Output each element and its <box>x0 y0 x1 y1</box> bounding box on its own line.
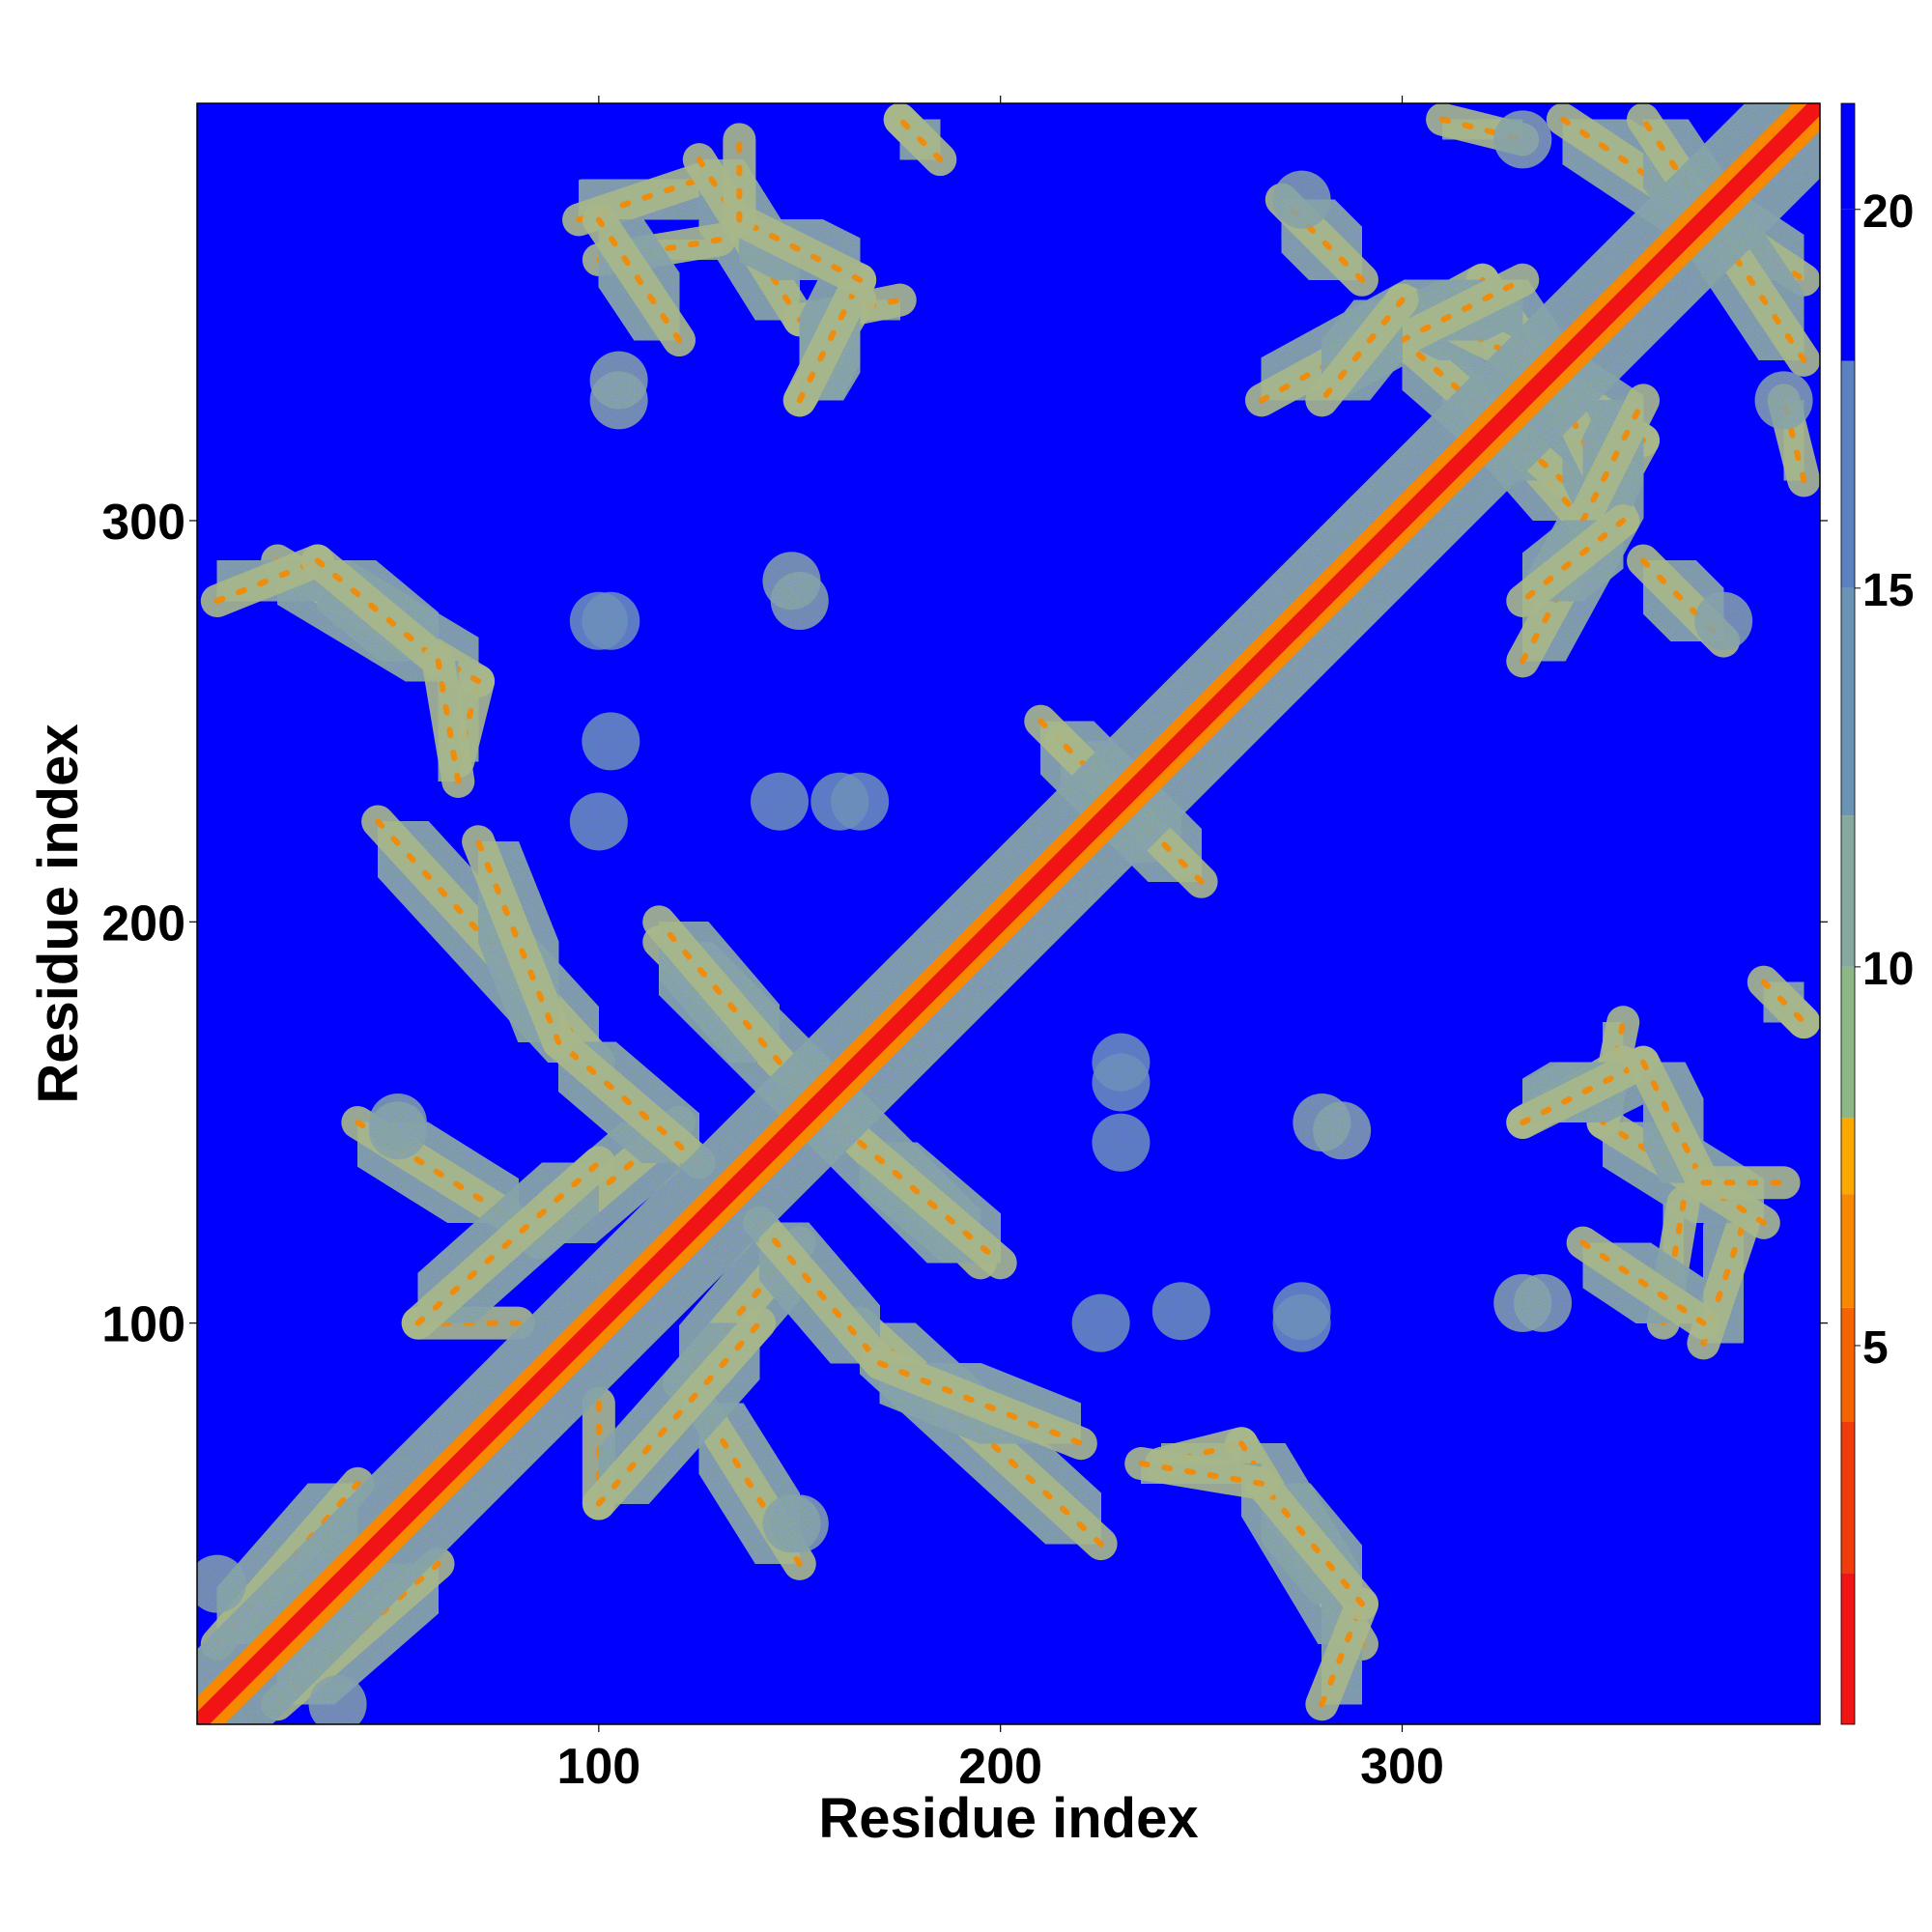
y-tick-label: 100 <box>101 1297 185 1353</box>
contact-patch <box>750 772 809 831</box>
contact-patch <box>1493 110 1552 169</box>
colorbar-segment <box>1841 209 1855 361</box>
x-axis-ticks: 100 200 300 <box>556 96 1444 1795</box>
contact-band-hotspots <box>1319 297 1406 404</box>
contact-patch <box>810 772 869 831</box>
colorbar-tick-label: 10 <box>1862 944 1914 995</box>
contact-band-hotspots <box>595 1320 763 1507</box>
contact-patch <box>1293 1093 1351 1151</box>
x-tick-label: 300 <box>1360 1739 1444 1795</box>
colorbar-segment <box>1841 1421 1855 1574</box>
colorbar-segment <box>1841 966 1855 1119</box>
contact-band-hotspots <box>796 276 864 404</box>
contact-patch <box>582 712 640 771</box>
contact-patch <box>569 792 628 851</box>
contact-band-core <box>462 825 576 1059</box>
contact-patch <box>589 351 648 410</box>
contact-band-hotspots <box>1760 979 1807 1026</box>
heatmap-content <box>197 103 1820 1724</box>
contact-patch <box>1694 591 1753 650</box>
contact-band-hotspots <box>1579 1239 1707 1326</box>
contact-band-hotspots <box>857 1139 1004 1266</box>
contact-band-hotspots <box>1660 1200 1687 1326</box>
contact-band-core <box>863 1347 1097 1461</box>
contact-patch <box>1272 1293 1331 1352</box>
colorbar-tick-label: 20 <box>1862 186 1914 238</box>
contact-band-hotspots <box>736 216 864 283</box>
contact-band-hotspots <box>595 237 723 263</box>
colorbar-segment <box>1841 360 1855 588</box>
contact-band-hotspots <box>314 557 441 665</box>
colorbar-segment <box>1841 587 1855 816</box>
x-axis-title: Residue index <box>818 1787 1198 1850</box>
contact-patches <box>197 110 1813 1724</box>
contact-patch <box>368 1101 427 1160</box>
contact-patch <box>1272 170 1331 229</box>
x-tick-label: 100 <box>556 1739 640 1795</box>
contact-band-hotspots <box>896 116 944 163</box>
contact-patch <box>1514 1273 1573 1332</box>
y-axis-title: Residue index <box>27 724 90 1103</box>
colorbar-frame <box>1840 102 1856 1725</box>
contact-band-hotspots <box>1520 1059 1647 1125</box>
y-tick-label: 200 <box>101 895 185 952</box>
contact-patch <box>197 1554 246 1613</box>
contact-patch <box>569 591 628 650</box>
colorbar-segment <box>1841 815 1855 967</box>
contact-band-hotspots <box>1640 1059 1707 1186</box>
contact-band-hotspots <box>595 216 683 344</box>
contact-band-hotspots <box>435 658 462 784</box>
contact-band-hotspots <box>1138 1461 1264 1487</box>
contact-band-hotspots <box>756 1219 883 1367</box>
contact-patch <box>762 1494 821 1553</box>
contact-band-hotspots <box>414 1159 602 1326</box>
contact-patch <box>1092 1053 1151 1112</box>
contact-band-hotspots <box>656 919 782 1065</box>
colorbar-segment <box>1841 1573 1855 1724</box>
x-tick-label: 200 <box>958 1739 1042 1795</box>
contact-patch <box>1754 371 1813 430</box>
colorbar-segment <box>1841 1194 1855 1308</box>
contact-band-hotspots <box>1520 517 1627 605</box>
colorbar-tick-label: 5 <box>1862 1322 1889 1374</box>
colorbar-tick-label: 15 <box>1862 565 1914 616</box>
plot-frame <box>196 102 1821 1725</box>
contact-band-core <box>1124 1447 1278 1500</box>
contact-patch <box>1071 1293 1130 1352</box>
y-tick-label: 300 <box>101 495 185 551</box>
contact-band-core <box>421 644 475 798</box>
y-axis-ticks: 100 200 300 <box>101 495 1828 1353</box>
colorbar-segment <box>1841 1307 1855 1422</box>
colorbar-segment <box>1841 1118 1855 1195</box>
diagonal-band <box>197 103 1820 1724</box>
colorbar-segment <box>1841 103 1855 210</box>
contact-patch <box>1092 1113 1151 1172</box>
colorbar: 5 10 15 20 <box>1840 102 1914 1725</box>
contact-patch <box>308 1675 367 1724</box>
diagonal-core <box>197 103 1820 1724</box>
contact-patch <box>770 572 829 631</box>
contact-patch <box>1151 1282 1210 1341</box>
contact-band-hotspots <box>1258 1480 1365 1607</box>
contact-band-hotspots <box>555 1038 702 1166</box>
